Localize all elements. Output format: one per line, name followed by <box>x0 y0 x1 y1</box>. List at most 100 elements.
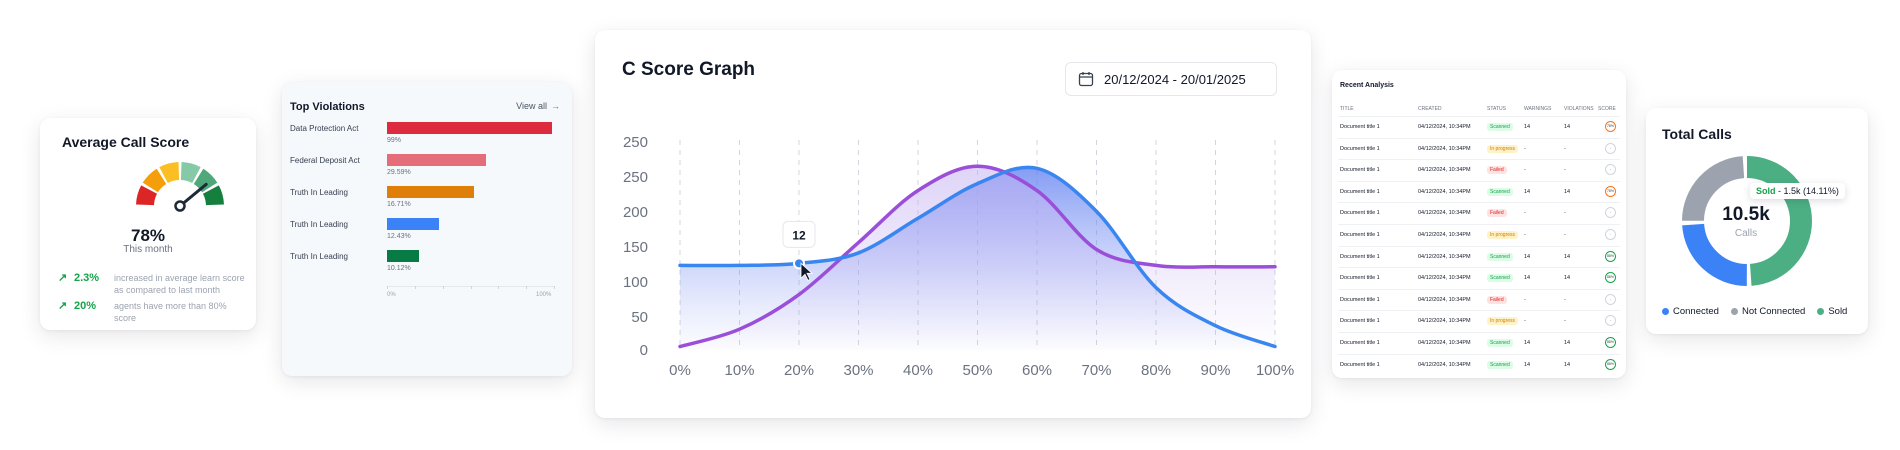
cell-violations: - <box>1564 296 1566 303</box>
column-header[interactable]: SCORE <box>1598 106 1616 112</box>
cell-violations: - <box>1564 318 1566 325</box>
table-row[interactable]: Document title 1 04/12/2024, 10:34PM In pr… <box>1338 224 1620 245</box>
violation-bar <box>387 122 553 134</box>
date-range-picker[interactable]: 20/12/2024 - 20/01/2025 <box>1065 62 1277 96</box>
axis-tick <box>498 286 500 289</box>
table-row[interactable]: Document title 1 04/12/2024, 10:34PM Scann… <box>1338 267 1620 288</box>
cell-violations: 14 <box>1564 275 1571 282</box>
violation-percent: 29.59% <box>387 169 411 176</box>
date-range-text: 20/12/2024 - 20/01/2025 <box>1104 71 1246 87</box>
score-ring: 78% <box>1605 121 1616 132</box>
axis-tick <box>554 286 555 289</box>
status-badge: In progress <box>1487 317 1519 326</box>
y-tick-label: 250 <box>623 134 648 151</box>
x-tick-label: 50% <box>962 362 992 379</box>
axis-tick <box>526 286 528 289</box>
cell-violations: 14 <box>1564 340 1571 346</box>
cell-created: 04/12/2024, 10:34PM <box>1418 188 1471 195</box>
x-tick-label: 10% <box>724 362 754 379</box>
view-all-link[interactable]: View all → <box>516 101 560 111</box>
legend-label: Sold <box>1828 306 1848 317</box>
cell-warnings: 14 <box>1524 275 1531 282</box>
table-row[interactable]: Document title 1 04/12/2024, 10:34PM Scann… <box>1338 180 1620 202</box>
x-tick-label: 70% <box>1081 362 1111 379</box>
stat-row: ↗ 2.3% increased in average learn score … <box>58 272 246 296</box>
legend-item[interactable]: Connected <box>1662 306 1719 317</box>
cell-title: Document title 1 <box>1340 296 1380 303</box>
cell-created: 04/12/2024, 10:34PM <box>1418 361 1471 368</box>
total-calls-value: 10.5k <box>1722 204 1770 225</box>
total-calls-card: Total Calls 10.5k Calls Sold - 1.5k (14.… <box>1646 108 1868 334</box>
cell-warnings: - <box>1524 145 1526 152</box>
view-all-label: View all <box>516 101 547 111</box>
cell-violations: - <box>1564 232 1566 238</box>
cell-warnings: - <box>1524 210 1526 217</box>
cell-created: 04/12/2024, 10:34PM <box>1418 167 1471 174</box>
tooltip-value: 12 <box>792 228 806 242</box>
x-tick-label: 0% <box>669 362 691 379</box>
average-score-period: This month <box>123 244 173 255</box>
axis-tick <box>414 286 416 289</box>
score-ring: 88% <box>1605 358 1616 370</box>
column-header[interactable]: CREATED <box>1418 106 1442 112</box>
point-tooltip <box>782 220 816 248</box>
table-row[interactable]: Document title 1 04/12/2024, 10:34PM Scann… <box>1338 353 1620 375</box>
column-header[interactable]: STATUS <box>1487 106 1506 112</box>
cell-created: 04/12/2024, 10:34PM <box>1418 124 1471 130</box>
y-tick-label: 0 <box>640 342 648 359</box>
score-ring: - <box>1605 293 1616 305</box>
column-header[interactable]: TITLE <box>1340 106 1354 112</box>
gauge-segment <box>159 162 180 184</box>
violation-label: Federal Deposit Act <box>290 156 360 165</box>
y-tick-label: 200 <box>623 204 648 221</box>
cell-created: 04/12/2024, 10:34PM <box>1418 318 1471 325</box>
score-ring: 78% <box>1605 185 1616 197</box>
x-tick-label: 100% <box>1256 362 1294 379</box>
violation-label: Truth In Leading <box>290 188 348 197</box>
cell-warnings: 14 <box>1524 253 1531 260</box>
cell-created: 04/12/2024, 10:34PM <box>1418 145 1471 152</box>
cell-warnings: 14 <box>1524 124 1531 130</box>
table-row[interactable]: Document title 1 04/12/2024, 10:34PM Faile… <box>1338 202 1620 223</box>
column-header[interactable]: VIOLATIONS <box>1564 106 1594 112</box>
status-badge: In progress <box>1487 231 1519 239</box>
score-ring: 88% <box>1605 272 1616 284</box>
donut-segment[interactable] <box>1682 156 1812 286</box>
stat-row: ↗ 20% agents have more than 80% score <box>58 300 246 324</box>
violation-bar <box>387 218 439 230</box>
status-badge: Failed <box>1487 295 1507 304</box>
table-row[interactable]: Document title 1 04/12/2024, 10:34PM In pr… <box>1338 137 1620 159</box>
cell-title: Document title 1 <box>1340 253 1380 260</box>
table-row[interactable]: Document title 1 04/12/2024, 10:34PM Scann… <box>1338 116 1620 137</box>
stat-value: 2.3% <box>74 272 100 284</box>
y-tick-label: 250 <box>623 169 648 186</box>
legend-item[interactable]: Sold <box>1817 306 1847 317</box>
table-row[interactable]: Document title 1 04/12/2024, 10:34PM Faile… <box>1338 288 1620 310</box>
cell-violations: 14 <box>1564 361 1571 368</box>
status-badge: Scanned <box>1487 187 1513 196</box>
legend-item[interactable]: Not Connected <box>1730 306 1806 317</box>
violation-label: Truth In Leading <box>290 252 348 261</box>
legend-dot <box>1662 308 1669 315</box>
x-tick-label: 20% <box>784 362 814 379</box>
score-ring: - <box>1605 229 1616 240</box>
score-ring: 88% <box>1605 250 1616 262</box>
table-row[interactable]: Document title 1 04/12/2024, 10:34PM Faile… <box>1338 159 1620 180</box>
legend-label: Not Connected <box>1741 306 1806 317</box>
column-header[interactable]: WARNINGS <box>1524 106 1552 112</box>
gauge-segment <box>142 168 167 193</box>
violation-percent: 12.43% <box>387 233 411 240</box>
cell-created: 04/12/2024, 10:34PM <box>1418 340 1471 346</box>
table-row[interactable]: Document title 1 04/12/2024, 10:34PM Scann… <box>1338 245 1620 267</box>
x-tick-label: 40% <box>903 362 933 379</box>
calls-donut-chart <box>1682 156 1812 286</box>
cell-title: Document title 1 <box>1340 145 1380 152</box>
table-row[interactable]: Document title 1 04/12/2024, 10:34PM Scann… <box>1338 332 1620 353</box>
cell-warnings: - <box>1524 232 1526 238</box>
legend-dot <box>1817 308 1825 315</box>
score-ring: - <box>1605 164 1616 176</box>
series-area-fill <box>680 166 1275 350</box>
status-badge: Failed <box>1487 166 1507 175</box>
score-ring: - <box>1605 142 1616 154</box>
table-row[interactable]: Document title 1 04/12/2024, 10:34PM In pr… <box>1338 310 1620 331</box>
